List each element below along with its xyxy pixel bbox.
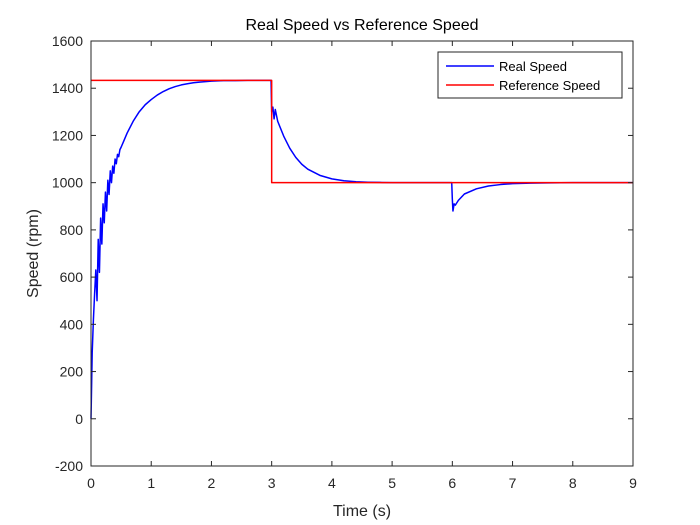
x-tick-label: 0 — [87, 475, 95, 491]
y-tick-label: 1600 — [52, 33, 83, 49]
y-tick-label: 600 — [60, 269, 84, 285]
series-layer — [90, 79, 633, 419]
legend: Real Speed Reference Speed — [437, 51, 623, 99]
series-line-reference-speed — [91, 79, 633, 184]
y-axis-label: Speed (rpm) — [25, 209, 42, 298]
x-axis-label: Time (s) — [333, 503, 391, 520]
x-tick-label: 3 — [268, 475, 276, 491]
x-tick-label: 4 — [328, 475, 336, 491]
x-tick-label: 8 — [569, 475, 577, 491]
y-tick-label: 1000 — [52, 175, 83, 191]
x-tick-label: 2 — [208, 475, 216, 491]
legend-entry: Reference Speed — [499, 78, 600, 93]
plot-area — [91, 41, 633, 466]
y-tick-label: 200 — [60, 364, 84, 380]
x-tick-label: 7 — [509, 475, 517, 491]
y-tick-label: -200 — [55, 458, 83, 474]
ticks-layer: 0 1 2 3 4 5 6 7 8 9-20002004006008001000120014001… — [52, 33, 637, 491]
x-tick-label: 9 — [629, 475, 637, 491]
x-tick-label: 6 — [448, 475, 456, 491]
y-tick-label: 400 — [60, 316, 84, 332]
x-tick-label: 1 — [147, 475, 155, 491]
plot-frame — [90, 40, 634, 467]
y-tick-label: 1200 — [52, 127, 83, 143]
chart-title: Real Speed vs Reference Speed — [245, 17, 478, 34]
legend-entry: Real Speed — [499, 59, 567, 74]
x-tick-label: 5 — [388, 475, 396, 491]
legend-box — [437, 51, 623, 99]
y-tick-label: 0 — [75, 411, 83, 427]
y-tick-label: 1400 — [52, 80, 83, 96]
y-tick-label: 800 — [60, 222, 84, 238]
